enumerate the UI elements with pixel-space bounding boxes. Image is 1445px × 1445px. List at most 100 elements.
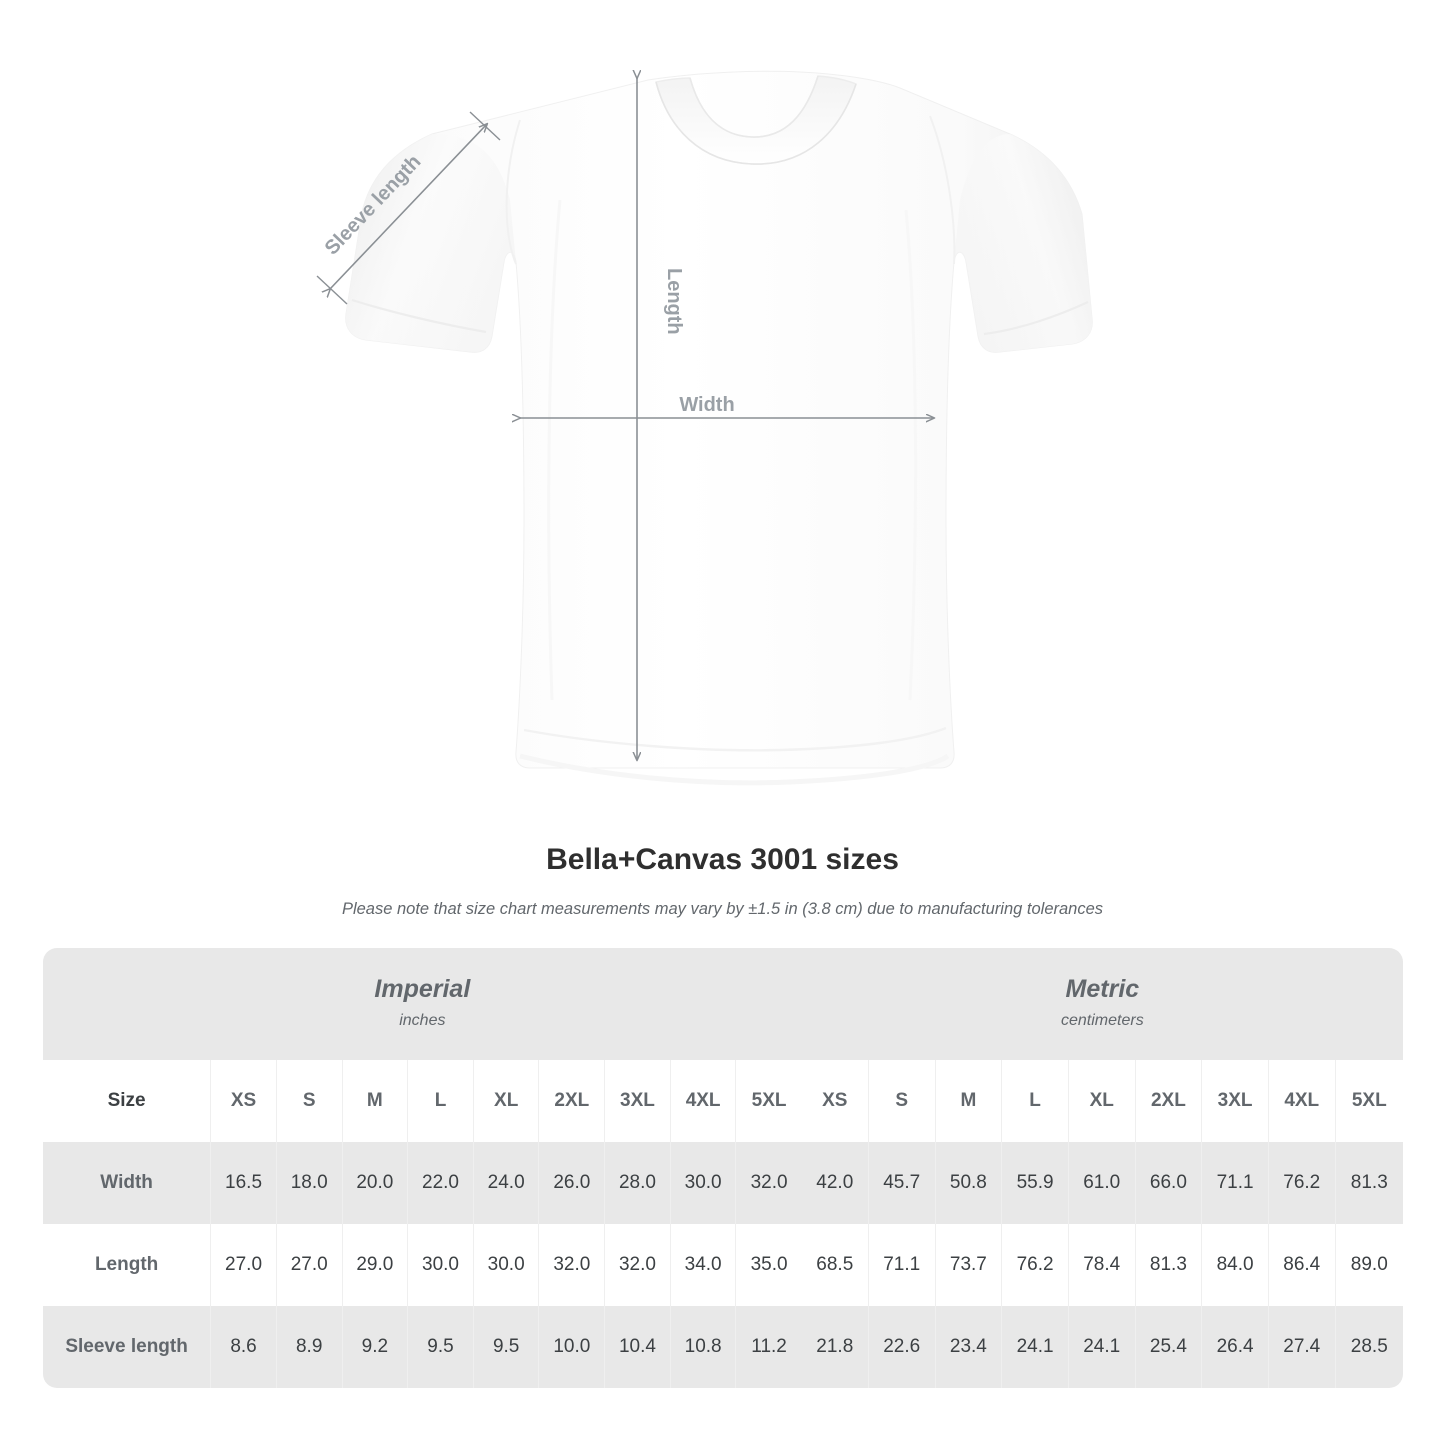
cell-length-metric-s: 71.1	[867, 1224, 936, 1306]
unit-name-imperial: Imperial	[374, 975, 471, 1003]
cell-length-metric-4xl: 86.4	[1267, 1224, 1336, 1306]
size-header-row: Size XS S M L XL 2XL 3XL 4XL 5XL XS S M …	[43, 1060, 1403, 1142]
left-armhole-seam	[505, 119, 521, 265]
unit-cell-metric: Metric centimeters	[801, 948, 1403, 1060]
right-sleeve-hem	[983, 301, 1089, 336]
unit-name-metric: Metric	[1065, 975, 1140, 1003]
row-label-width: Width	[43, 1142, 211, 1224]
cell-sleeve-imperial-2xl: 10.0	[538, 1306, 605, 1388]
cell-width-metric-4xl: 76.2	[1267, 1142, 1336, 1224]
cell-length-imperial-4xl: 34.0	[669, 1224, 736, 1306]
cell-length-imperial-3xl: 32.0	[604, 1224, 671, 1306]
cell-width-metric-xl: 61.0	[1067, 1142, 1136, 1224]
cell-sleeve-imperial-s: 8.9	[275, 1306, 343, 1388]
fabric-fold-left	[547, 199, 562, 701]
unit-cell-imperial: Imperial inches	[43, 948, 802, 1060]
table-row: Width 16.5 18.0 20.0 22.0 24.0 26.0 28.0…	[43, 1142, 1403, 1224]
cell-width-imperial-5xl: 32.0	[735, 1142, 802, 1224]
cell-length-imperial-5xl: 35.0	[735, 1224, 802, 1306]
left-sleeve-shading	[345, 134, 516, 353]
cell-length-metric-l: 76.2	[1001, 1224, 1069, 1306]
tshirt-diagram: Length Width Sleeve length	[316, 0, 1093, 786]
header-size-imperial-l: L	[407, 1060, 474, 1142]
cell-sleeve-metric-4xl: 27.4	[1267, 1306, 1336, 1388]
row-label-sleeve-length: Sleeve length	[43, 1306, 211, 1388]
cell-width-metric-5xl: 81.3	[1334, 1142, 1403, 1224]
cell-width-metric-s: 45.7	[867, 1142, 936, 1224]
row-label-length: Length	[43, 1224, 211, 1306]
table-row: Sleeve length 8.6 8.9 9.2 9.5 9.5 10.0 1…	[43, 1306, 1403, 1388]
collar-outer-edge	[655, 81, 857, 165]
cell-sleeve-imperial-4xl: 10.8	[669, 1306, 736, 1388]
header-size-imperial-xl: XL	[472, 1060, 539, 1142]
cell-length-metric-2xl: 81.3	[1134, 1224, 1202, 1306]
header-size-metric-3xl: 3XL	[1201, 1060, 1269, 1142]
cell-length-imperial-s: 27.0	[275, 1224, 343, 1306]
header-size-metric-l: L	[1001, 1060, 1069, 1142]
right-sleeve-shading	[954, 134, 1093, 353]
cell-width-metric-3xl: 71.1	[1201, 1142, 1269, 1224]
cell-length-metric-m: 73.7	[934, 1224, 1002, 1306]
cell-width-metric-m: 50.8	[934, 1142, 1002, 1224]
cell-sleeve-metric-5xl: 28.5	[1334, 1306, 1403, 1388]
length-label: Length	[663, 268, 685, 335]
cell-width-metric-l: 55.9	[1001, 1142, 1069, 1224]
cell-width-imperial-4xl: 30.0	[669, 1142, 736, 1224]
width-label: Width	[679, 394, 734, 416]
cell-sleeve-imperial-xs: 8.6	[210, 1306, 277, 1388]
unit-header-row: Imperial inches Metric centimeters	[43, 948, 1403, 1060]
cell-width-imperial-3xl: 28.0	[604, 1142, 671, 1224]
cell-length-imperial-2xl: 32.0	[538, 1224, 605, 1306]
cell-width-imperial-2xl: 26.0	[538, 1142, 605, 1224]
cell-sleeve-imperial-xl: 9.5	[472, 1306, 539, 1388]
header-size-label: Size	[43, 1060, 211, 1142]
right-armhole-seam	[929, 115, 956, 265]
size-chart-table-wrapper: Imperial inches Metric centimeters Size …	[43, 948, 1403, 1388]
sleeve-tick-top	[469, 111, 501, 141]
table-row: Length 27.0 27.0 29.0 30.0 30.0 32.0 32.…	[43, 1224, 1403, 1306]
unit-sub-metric: centimeters	[1061, 1012, 1144, 1029]
header-size-imperial-s: S	[275, 1060, 343, 1142]
bottom-hem-shadow	[519, 753, 950, 786]
header-size-metric-xs: XS	[801, 1060, 869, 1142]
cell-length-imperial-m: 29.0	[341, 1224, 408, 1306]
cell-width-imperial-l: 22.0	[407, 1142, 474, 1224]
header-size-metric-s: S	[867, 1060, 936, 1142]
header-size-metric-2xl: 2XL	[1134, 1060, 1202, 1142]
cell-length-metric-xl: 78.4	[1067, 1224, 1136, 1306]
cell-width-metric-2xl: 66.0	[1134, 1142, 1202, 1224]
cell-sleeve-imperial-m: 9.2	[341, 1306, 408, 1388]
header-size-metric-m: M	[934, 1060, 1002, 1142]
cell-width-imperial-xs: 16.5	[210, 1142, 277, 1224]
cell-length-imperial-l: 30.0	[407, 1224, 474, 1306]
cell-sleeve-metric-xl: 24.1	[1067, 1306, 1136, 1388]
header-size-imperial-3xl: 3XL	[604, 1060, 671, 1142]
header-size-imperial-5xl: 5XL	[735, 1060, 802, 1142]
chart-heading: Bella+Canvas 3001 sizes Please note that…	[0, 840, 1445, 920]
header-size-imperial-m: M	[341, 1060, 408, 1142]
cell-sleeve-imperial-5xl: 11.2	[735, 1306, 802, 1388]
header-size-metric-xl: XL	[1067, 1060, 1136, 1142]
cell-length-metric-xs: 68.5	[801, 1224, 869, 1306]
header-size-metric-4xl: 4XL	[1267, 1060, 1336, 1142]
cell-width-imperial-m: 20.0	[341, 1142, 408, 1224]
cell-length-imperial-xs: 27.0	[210, 1224, 277, 1306]
cell-sleeve-metric-3xl: 26.4	[1201, 1306, 1269, 1388]
cell-length-metric-3xl: 84.0	[1201, 1224, 1269, 1306]
header-size-imperial-4xl: 4XL	[669, 1060, 736, 1142]
cell-sleeve-metric-xs: 21.8	[801, 1306, 869, 1388]
cell-sleeve-metric-2xl: 25.4	[1134, 1306, 1202, 1388]
sleeve-tick-bottom	[316, 275, 348, 305]
header-size-imperial-2xl: 2XL	[538, 1060, 605, 1142]
cell-length-imperial-xl: 30.0	[472, 1224, 539, 1306]
tolerance-note: Please note that size chart measurements…	[341, 900, 1104, 918]
header-size-metric-5xl: 5XL	[1334, 1060, 1403, 1142]
cell-sleeve-metric-m: 23.4	[934, 1306, 1002, 1388]
header-size-imperial-xs: XS	[210, 1060, 277, 1142]
left-sleeve-hem	[351, 298, 487, 334]
fabric-fold-right	[904, 209, 918, 701]
size-chart-table: Imperial inches Metric centimeters Size …	[43, 948, 1403, 1388]
collar-inner-edge	[689, 75, 819, 138]
tshirt-illustration	[345, 70, 1093, 786]
cell-width-imperial-s: 18.0	[275, 1142, 343, 1224]
